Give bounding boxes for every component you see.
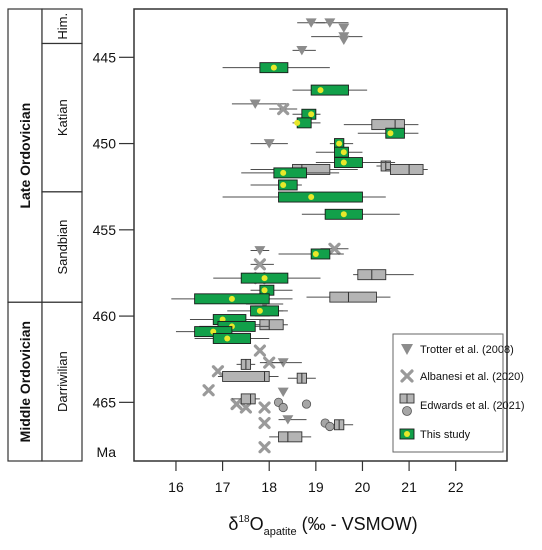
study-box: [212, 333, 252, 344]
x-tick-label: 22: [448, 479, 464, 495]
study-mean: [340, 149, 347, 156]
legend-label: This study: [420, 429, 471, 441]
y-axis: 445 450 455 460 465 Ma: [93, 49, 134, 460]
study-mean: [294, 119, 301, 126]
study-mean: [387, 130, 394, 137]
study-mean: [280, 181, 287, 188]
albanesi-point: [258, 401, 271, 414]
study-box: [334, 157, 363, 168]
albanesi-point: [328, 242, 341, 255]
albanesi-point: [230, 397, 243, 411]
edwards-box: [259, 319, 284, 331]
data-marks: [171, 18, 428, 454]
x-axis: 16 17 18 19 20 21 22: [168, 461, 464, 495]
study-box: [278, 179, 298, 191]
albanesi-point: [253, 344, 266, 357]
study-mean: [317, 87, 324, 94]
stage-box: [41, 301, 83, 462]
study-mean: [261, 287, 268, 294]
legend-label: Trotter et al. (2008): [420, 344, 514, 356]
x-tick-label: 19: [308, 479, 324, 495]
y-tick-label: 450: [93, 136, 117, 152]
legend-marker-albanesi: [400, 369, 414, 383]
stage-label: Him.: [55, 13, 70, 40]
stratigraphic-column: Late Ordovician Middle Ordovician Him. Kati…: [7, 8, 83, 462]
albanesi-point: [211, 365, 225, 378]
series-box: [7, 8, 43, 303]
edwards-box: [389, 163, 424, 175]
legend-marker-edwards: [399, 393, 415, 416]
x-tick-label: 17: [215, 479, 231, 495]
study-mean: [261, 275, 268, 282]
y-tick-label: 460: [93, 308, 117, 324]
legend-label: Albanesi et al. (2020): [420, 371, 524, 383]
legend-label: Edwards et al. (2021): [420, 400, 525, 412]
trotter-point: [249, 99, 261, 109]
study-mean: [256, 307, 263, 314]
edwards-mean-point: [301, 399, 312, 409]
study-mean: [308, 194, 315, 201]
study-mean: [224, 335, 231, 342]
y-tick-label: 455: [93, 222, 117, 238]
edwards-box: [278, 431, 303, 443]
edwards-mean-point: [278, 402, 288, 413]
edwards-box: [240, 393, 256, 405]
stage-label: Sandbian: [55, 220, 70, 275]
study-mean: [228, 295, 235, 302]
study-box: [273, 167, 307, 179]
edwards-box: [222, 371, 270, 382]
trotter-point: [282, 415, 294, 425]
legend-marker-this-study: [399, 428, 415, 440]
albanesi-point: [277, 102, 290, 116]
y-tick-label: 445: [93, 49, 117, 65]
albanesi-point: [258, 416, 271, 430]
edwards-box: [329, 291, 377, 303]
x-tick-label: 18: [261, 479, 277, 495]
trotter-point: [277, 387, 289, 397]
albanesi-point: [239, 401, 252, 414]
series-box: [7, 301, 43, 462]
x-tick-label: 21: [401, 479, 417, 495]
study-box: [310, 84, 349, 96]
series-label: Middle Ordovician: [17, 321, 33, 442]
study-mean: [308, 111, 315, 118]
study-box: [310, 248, 331, 260]
study-box: [278, 191, 363, 203]
albanesi-point: [202, 384, 215, 397]
stage-box: [41, 42, 83, 193]
albanesi-point: [253, 258, 266, 271]
study-box: [250, 305, 279, 317]
series-label: Late Ordovician: [17, 103, 33, 209]
albanesi-point: [263, 356, 276, 369]
trotter-point: [254, 246, 266, 256]
study-mean: [270, 64, 277, 71]
study-mean: [312, 250, 319, 257]
study-mean: [340, 159, 347, 166]
study-box: [385, 127, 405, 139]
x-tick-label: 20: [355, 479, 371, 495]
y-unit-label: Ma: [97, 444, 117, 460]
edwards-mean-point: [325, 421, 335, 432]
x-tick-label: 16: [168, 479, 184, 495]
trotter-point: [263, 139, 275, 149]
study-mean: [340, 211, 347, 218]
albanesi-point: [258, 441, 271, 454]
trotter-point: [296, 46, 308, 56]
legend-marker-trotter: [401, 344, 413, 355]
stage-label: Darriwilian: [55, 351, 70, 412]
legend: Trotter et al. (2008) Albanesi et al. (20…: [392, 333, 525, 453]
trotter-point: [338, 23, 350, 33]
trotter-point: [305, 18, 317, 28]
x-axis-title: δ18Oapatite (‰ - VSMOW): [228, 514, 417, 538]
study-mean: [336, 140, 343, 147]
study-mean: [280, 169, 287, 176]
trotter-point: [338, 35, 350, 46]
stage-label: Katian: [55, 99, 70, 136]
trotter-point: [324, 18, 336, 28]
y-tick-label: 465: [93, 394, 117, 410]
